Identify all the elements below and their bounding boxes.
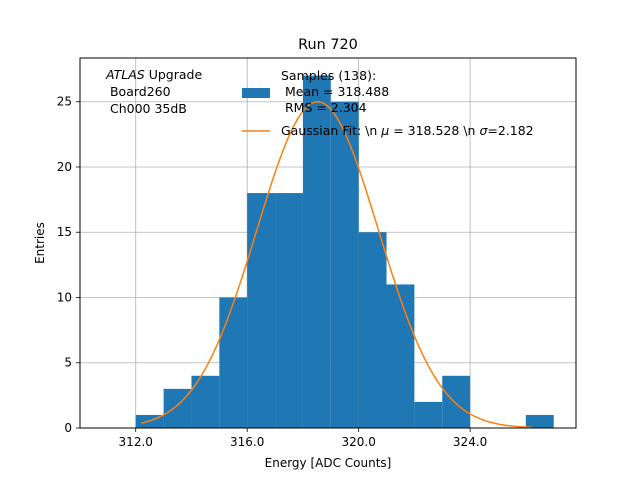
y-axis-label: Entries bbox=[33, 222, 47, 264]
histogram-bar-7 bbox=[330, 101, 359, 428]
atlas-annotation: ATLAS Upgrade Board260 Ch000 35dB bbox=[105, 67, 202, 116]
legend-fit-sigma-symbol: σ bbox=[479, 123, 488, 138]
x-tick-label-1: 316.0 bbox=[230, 435, 264, 449]
x-axis-label: Energy [ADC Counts] bbox=[265, 456, 392, 470]
upgrade-label: Upgrade bbox=[145, 67, 203, 82]
annotation-channel-line: Ch000 35dB bbox=[106, 101, 187, 116]
y-axis-ticks: 0 5 10 15 20 25 bbox=[57, 95, 80, 435]
y-tick-label-0: 0 bbox=[64, 421, 72, 435]
legend-histogram-line-3: RMS = 2.304 bbox=[281, 100, 367, 115]
y-tick-label-1: 5 bbox=[64, 356, 72, 370]
y-tick-label-2: 10 bbox=[57, 290, 72, 304]
legend-histogram-line-1: Samples (138): bbox=[281, 68, 376, 83]
legend-fit-mu-value: = 318.528 \n bbox=[389, 123, 479, 138]
x-tick-label-3: 324.0 bbox=[453, 435, 487, 449]
histogram-bar-14 bbox=[525, 414, 554, 428]
x-tick-label-0: 312.0 bbox=[119, 435, 153, 449]
histogram-bar-8 bbox=[358, 232, 387, 428]
legend-histogram-swatch bbox=[242, 88, 270, 98]
y-tick-label-3: 15 bbox=[57, 225, 72, 239]
histogram-bar-6 bbox=[302, 75, 331, 428]
histogram-bars bbox=[135, 75, 554, 428]
legend-fit-label: Gaussian Fit: \n μ = 318.528 \n σ=2.182 bbox=[281, 123, 534, 138]
legend-fit-mu-symbol: μ bbox=[380, 123, 389, 138]
gaussian-fit-layer bbox=[141, 100, 532, 429]
histogram-bar-3 bbox=[219, 297, 248, 428]
histogram-bar-5 bbox=[275, 193, 303, 428]
x-axis-ticks: 312.0 316.0 320.0 324.0 bbox=[119, 428, 487, 449]
histogram-bar-4 bbox=[247, 193, 276, 428]
annotation-board-line: Board260 bbox=[106, 84, 171, 99]
legend-fit-prefix: Gaussian Fit: \n bbox=[281, 123, 381, 138]
legend-fit-sigma-value: =2.182 bbox=[487, 123, 533, 138]
atlas-label: ATLAS bbox=[105, 67, 145, 82]
y-tick-label-5: 25 bbox=[57, 95, 72, 109]
x-tick-label-2: 320.0 bbox=[341, 435, 375, 449]
atlas-annotation-line-1: ATLAS Upgrade bbox=[105, 67, 202, 82]
histogram-bar-11 bbox=[442, 375, 471, 428]
legend: Samples (138): Mean = 318.488 RMS = 2.30… bbox=[242, 68, 534, 138]
histogram-bar-10 bbox=[414, 401, 443, 428]
legend-histogram-line-2: Mean = 318.488 bbox=[281, 84, 389, 99]
chart-title: Run 720 bbox=[298, 37, 358, 53]
plot-frame bbox=[79, 57, 577, 429]
gaussian-fit-curve bbox=[141, 100, 532, 429]
y-tick-label-4: 20 bbox=[57, 160, 72, 174]
histogram-bar-9 bbox=[386, 284, 415, 428]
